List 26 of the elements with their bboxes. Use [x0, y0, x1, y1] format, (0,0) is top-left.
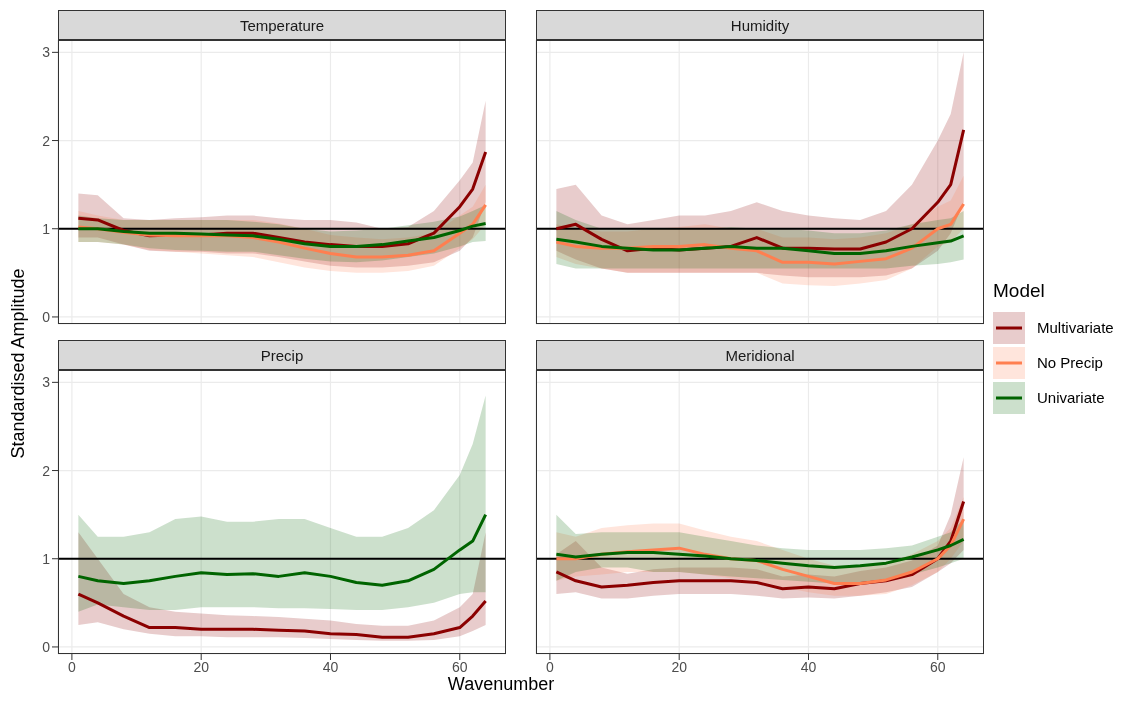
chart-title: Temperature	[58, 10, 506, 40]
legend-label: Univariate	[1037, 389, 1105, 406]
y-tick-label: 2	[42, 132, 51, 149]
x-tick-label: 60	[451, 658, 468, 675]
x-tick-label: 40	[322, 658, 339, 675]
x-axis-title: Wavenumber	[446, 674, 556, 695]
y-tick-label: 3	[42, 44, 51, 61]
y-tick-label: 0	[42, 638, 51, 655]
y-tick-label: 2	[42, 462, 51, 479]
legend-label: Multivariate	[1037, 319, 1114, 336]
chart-title: Precip	[58, 340, 506, 370]
y-axis-title: Standardised Amplitude	[7, 267, 29, 461]
y-tick-label: 3	[42, 374, 51, 391]
x-tick-label: 60	[929, 658, 946, 675]
chart-title: Meridional	[536, 340, 984, 370]
x-tick-label: 20	[193, 658, 210, 675]
y-tick-label: 1	[42, 220, 51, 237]
x-tick-label: 0	[68, 658, 76, 675]
x-tick-label: 40	[800, 658, 817, 675]
chart-title: Humidity	[536, 10, 984, 40]
y-tick-label: 1	[42, 550, 51, 567]
x-tick-label: 0	[546, 658, 554, 675]
legend-label: No Precip	[1037, 354, 1103, 371]
y-tick-label: 0	[42, 308, 51, 325]
x-tick-label: 20	[671, 658, 688, 675]
legend-title: Model	[993, 280, 1046, 302]
